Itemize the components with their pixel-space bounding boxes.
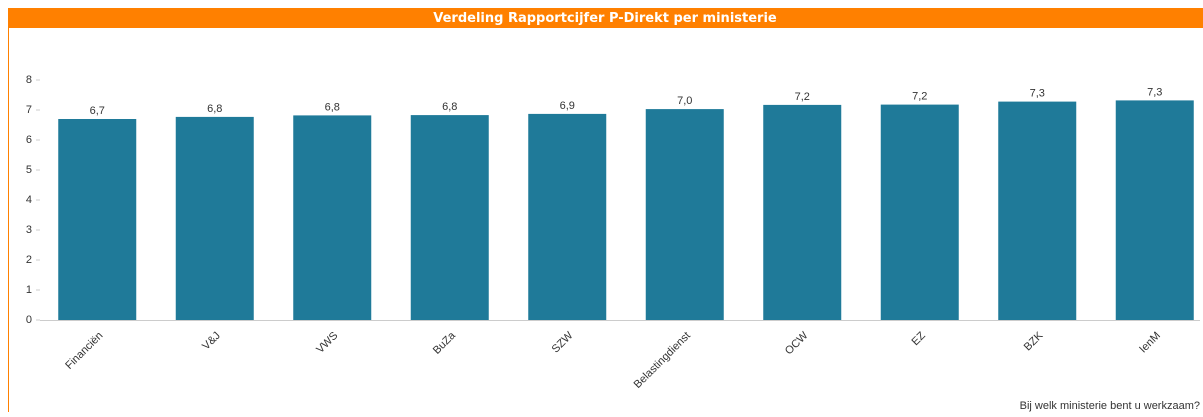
x-tick-label: SZW [550,329,576,355]
value-label: 7,2 [795,91,810,103]
y-tick-label: 7 [26,104,32,116]
value-label: 7,3 [1030,88,1045,100]
bar [528,113,607,321]
chart-title: Verdeling Rapportcijfer P-Direkt per min… [433,11,777,26]
x-axis-label: Bij welk ministerie bent u werkzaam? [1020,400,1200,412]
y-tick-label: 0 [26,314,32,326]
y-tick-label: 8 [26,74,32,86]
x-tick-label: Belastingdienst [632,330,693,391]
x-tick-label: IenM [1137,330,1163,356]
title-bar [8,8,1203,28]
bar [175,116,254,321]
bar [998,101,1077,320]
y-tick-label: 3 [26,224,32,236]
bar [410,115,489,320]
bar [58,119,137,320]
bar [763,104,842,321]
value-label: 6,8 [207,103,222,115]
value-label: 6,7 [90,105,105,117]
value-label: 7,3 [1147,86,1162,98]
value-label: 6,8 [325,101,340,113]
y-tick-label: 1 [26,284,32,296]
y-tick-label: 5 [26,164,32,176]
y-tick-label: 4 [26,194,32,206]
x-tick-label: BuZa [431,329,459,357]
x-tick-label: EZ [909,329,928,348]
x-tick-label: BZK [1022,329,1046,353]
x-tick-label: Financiën [63,330,105,372]
value-label: 6,8 [442,101,457,113]
bar [293,115,372,321]
x-tick-label: V&J [200,330,223,353]
x-tick-label: OCW [783,329,811,357]
value-label: 6,9 [560,100,575,112]
y-tick-label: 6 [26,134,32,146]
bar [880,104,959,320]
y-tick-label: 2 [26,254,32,266]
bar [1115,100,1194,321]
value-label: 7,2 [912,91,927,103]
x-tick-label: VWS [314,330,340,356]
bar [645,109,724,320]
value-label: 7,0 [677,95,692,107]
